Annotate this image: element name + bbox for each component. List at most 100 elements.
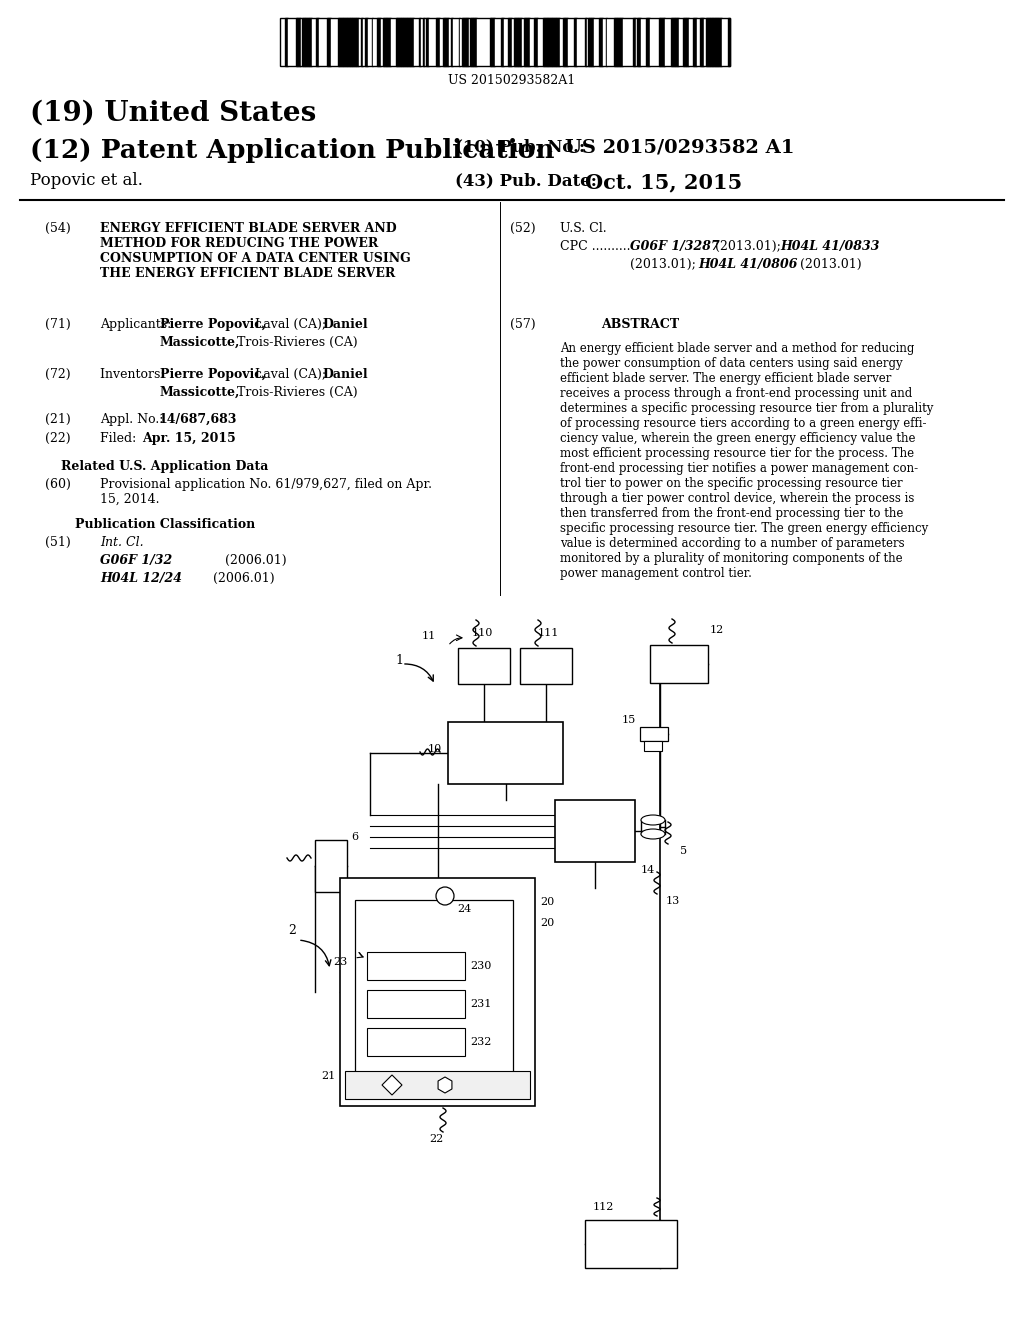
Bar	[394, 18, 396, 66]
Bar	[660, 18, 664, 66]
Text: 24: 24	[457, 904, 471, 913]
Bar	[607, 18, 611, 66]
Bar	[365, 18, 368, 66]
Bar	[702, 18, 705, 66]
Text: (22): (22)	[45, 432, 71, 445]
Text: Trois-Rivieres (CA): Trois-Rivieres (CA)	[237, 337, 357, 348]
Bar	[457, 18, 459, 66]
Bar	[309, 18, 312, 66]
Polygon shape	[382, 1074, 402, 1096]
Bar	[597, 18, 599, 66]
Bar	[639, 18, 641, 66]
Bar	[512, 18, 514, 66]
Text: 14/687,683: 14/687,683	[158, 413, 237, 426]
Text: 232: 232	[470, 1038, 492, 1047]
Bar	[611, 18, 614, 66]
Bar	[520, 648, 572, 684]
Bar	[410, 18, 414, 66]
Bar	[352, 18, 356, 66]
Bar	[563, 18, 565, 66]
Text: Applicants:: Applicants:	[100, 318, 171, 331]
Text: 5: 5	[680, 846, 687, 855]
Bar	[381, 18, 383, 66]
Bar	[677, 18, 679, 66]
Bar	[339, 18, 343, 66]
Text: (19) United States: (19) United States	[30, 100, 316, 127]
Bar	[397, 18, 401, 66]
Text: Appl. No.:: Appl. No.:	[100, 413, 167, 426]
Bar	[356, 18, 359, 66]
Bar	[713, 18, 715, 66]
Bar	[568, 18, 570, 66]
Bar	[560, 18, 563, 66]
Bar	[631, 18, 633, 66]
Bar	[327, 18, 331, 66]
Text: (21): (21)	[45, 413, 71, 426]
Bar	[594, 18, 597, 66]
Text: Laval (CA);: Laval (CA);	[255, 318, 326, 331]
Text: 1: 1	[395, 653, 403, 667]
Text: (2013.01);: (2013.01);	[630, 257, 696, 271]
Text: U.S. Cl.: U.S. Cl.	[560, 222, 606, 235]
Bar	[403, 18, 407, 66]
Bar	[297, 18, 300, 66]
Bar	[419, 18, 421, 66]
Text: Oct. 15, 2015: Oct. 15, 2015	[585, 172, 742, 191]
Bar	[504, 18, 508, 66]
Bar	[543, 18, 547, 66]
Text: Popovic et al.: Popovic et al.	[30, 172, 143, 189]
Bar	[433, 18, 436, 66]
Bar	[679, 18, 682, 66]
Bar	[599, 18, 603, 66]
Bar	[728, 18, 730, 66]
Bar	[528, 18, 530, 66]
Bar	[577, 18, 579, 66]
Text: (52): (52)	[510, 222, 536, 235]
Bar	[627, 18, 631, 66]
Bar	[451, 18, 453, 66]
Bar	[538, 18, 542, 66]
Bar	[387, 18, 391, 66]
Text: 15: 15	[622, 715, 636, 725]
Text: 20: 20	[540, 898, 554, 907]
Text: H04L 41/0806: H04L 41/0806	[698, 257, 798, 271]
Bar	[518, 18, 522, 66]
Bar	[603, 18, 606, 66]
Bar	[484, 18, 488, 66]
Text: (72): (72)	[45, 368, 71, 381]
Bar	[359, 18, 361, 66]
Text: H04L 12/24: H04L 12/24	[100, 572, 182, 585]
Text: 12: 12	[710, 624, 724, 635]
Bar	[350, 18, 352, 66]
Text: H04L 41/0833: H04L 41/0833	[780, 240, 880, 253]
Text: 21: 21	[321, 1071, 335, 1081]
Text: Pierre Popovic,: Pierre Popovic,	[160, 318, 266, 331]
Bar	[669, 18, 671, 66]
Text: ENERGY EFFICIENT BLADE SERVER AND
METHOD FOR REDUCING THE POWER
CONSUMPTION OF A: ENERGY EFFICIENT BLADE SERVER AND METHOD…	[100, 222, 411, 280]
Text: Laval (CA);: Laval (CA);	[255, 368, 326, 381]
Text: (60): (60)	[45, 478, 71, 491]
Bar	[654, 18, 658, 66]
Text: 14: 14	[641, 865, 655, 875]
Text: 20: 20	[540, 917, 554, 928]
Ellipse shape	[641, 829, 665, 840]
Text: Publication Classification: Publication Classification	[75, 517, 255, 531]
Bar	[280, 18, 730, 66]
Bar	[641, 18, 645, 66]
Bar	[534, 18, 537, 66]
Bar	[508, 18, 512, 66]
Bar	[462, 18, 466, 66]
Bar	[316, 18, 319, 66]
Text: 11: 11	[422, 631, 436, 642]
Bar	[414, 18, 418, 66]
Text: (12) Patent Application Publication: (12) Patent Application Publication	[30, 139, 555, 162]
Bar	[453, 18, 457, 66]
Bar	[514, 18, 518, 66]
Text: (2006.01): (2006.01)	[185, 554, 287, 568]
Bar	[345, 1071, 530, 1100]
Bar	[473, 18, 475, 66]
Ellipse shape	[641, 814, 665, 825]
Bar	[281, 18, 285, 66]
Bar	[443, 18, 445, 66]
Bar	[367, 990, 465, 1018]
